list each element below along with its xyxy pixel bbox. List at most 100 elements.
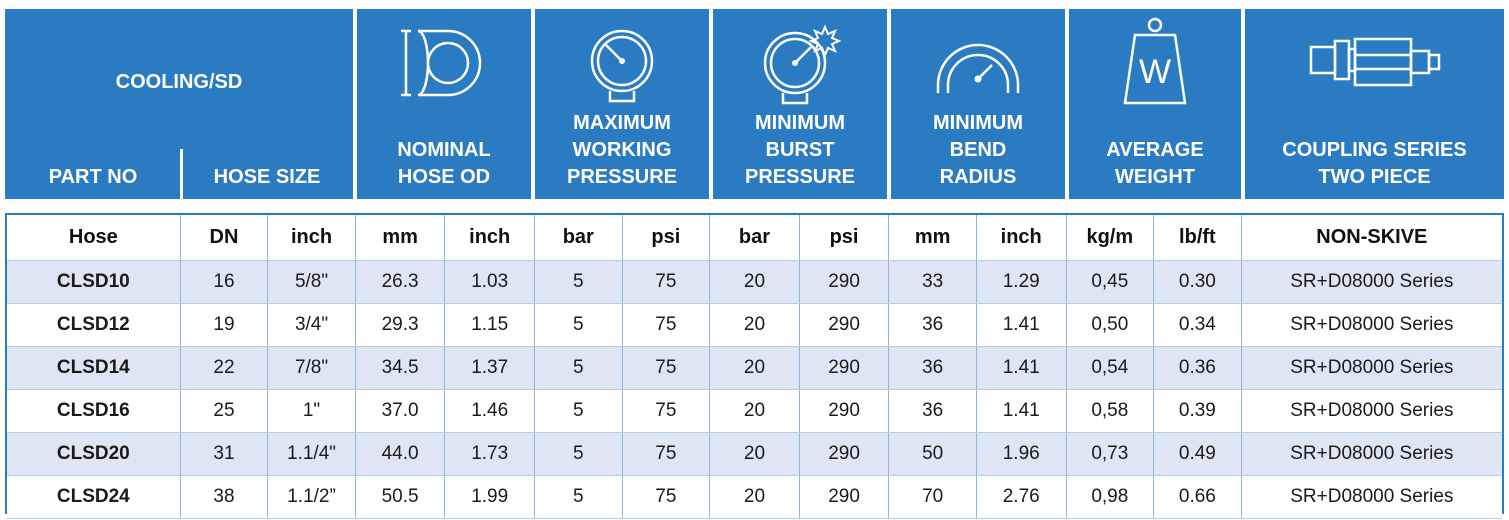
table-cell: 0,45: [1066, 260, 1155, 304]
header-coupling-label: COUPLING SERIES TWO PIECE: [1282, 139, 1467, 188]
table-cell: 36: [888, 389, 977, 433]
table-cell: 20: [709, 346, 800, 390]
coupling-icon: [1305, 35, 1445, 96]
column-header: DN: [180, 215, 269, 261]
column-header: bar: [534, 215, 623, 261]
table-row: CLSD24 38 1.1/2” 50.5 1.99 5 75 20 290 70 2.76 0,98…: [7, 475, 1502, 519]
table-cell: 22: [180, 346, 269, 390]
table-cell: 0.36: [1153, 346, 1242, 390]
table-cell: 75: [622, 432, 711, 476]
table-cell: 31: [180, 432, 269, 476]
table-cell: 0,50: [1066, 303, 1155, 347]
table-cell: 1.03: [444, 260, 535, 304]
weight-letter: W: [1139, 53, 1171, 91]
header-part-hose-block: COOLING/SD PART NO HOSE SIZE: [5, 9, 353, 199]
table-cell: 1.73: [444, 432, 535, 476]
table-cell: 70: [888, 475, 977, 519]
table-cell: 1": [267, 389, 356, 433]
header-nominal-od-block: NOMINAL HOSE OD: [357, 9, 531, 199]
table-cell: 290: [799, 432, 890, 476]
table-cell: 3/4": [267, 303, 356, 347]
table-cell: 0,98: [1066, 475, 1155, 519]
column-header: mm: [888, 215, 977, 261]
pressure-gauge-icon: [582, 23, 662, 112]
table-cell: 75: [622, 389, 711, 433]
table-row: CLSD12 19 3/4" 29.3 1.15 5 75 20 290 36 1.41 0,50 0.…: [7, 303, 1502, 347]
spec-table-frame: Hose DN inch mm inch bar psi bar psi mm …: [5, 213, 1504, 519]
table-cell: 38: [180, 475, 269, 519]
header-part-no: PART NO: [48, 166, 138, 188]
table-cell: 7/8": [267, 346, 356, 390]
table-cell: 290: [799, 346, 890, 390]
hose-od-icon: [396, 23, 492, 108]
header-avg-weight-block: W AVERAGE WEIGHT: [1069, 9, 1241, 199]
table-cell: 2.76: [976, 475, 1067, 519]
column-header: inch: [444, 215, 535, 261]
table-cell: SR+D08000 Series: [1241, 475, 1502, 519]
part-number-cell: CLSD12: [7, 303, 181, 347]
table-cell: SR+D08000 Series: [1241, 303, 1502, 347]
header-avg-weight-label: AVERAGE WEIGHT: [1106, 139, 1204, 188]
table-cell: 1.41: [976, 346, 1067, 390]
weight-icon: W: [1115, 15, 1195, 112]
table-cell: 5: [534, 475, 623, 519]
table-cell: 0,73: [1066, 432, 1155, 476]
table-cell: 5: [534, 303, 623, 347]
header-title: COOLING/SD: [115, 71, 243, 93]
table-cell: 75: [622, 260, 711, 304]
table-cell: 5: [534, 346, 623, 390]
part-number-cell: CLSD14: [7, 346, 181, 390]
table-cell: 44.0: [355, 432, 446, 476]
table-row: CLSD10 16 5/8" 26.3 1.03 5 75 20 290 33 1.29 0,45 0.…: [7, 260, 1502, 304]
table-header-row: Hose DN inch mm inch bar psi bar psi mm …: [7, 215, 1502, 261]
table-cell: 290: [799, 303, 890, 347]
table-cell: 36: [888, 346, 977, 390]
header-max-working-block: MAXIMUM WORKING PRESSURE: [535, 9, 709, 199]
table-cell: 26.3: [355, 260, 446, 304]
table-cell: 36: [888, 303, 977, 347]
table-cell: SR+D08000 Series: [1241, 389, 1502, 433]
column-header: NON-SKIVE: [1241, 215, 1502, 261]
table-cell: 1.15: [444, 303, 535, 347]
table-cell: 20: [709, 432, 800, 476]
column-header: psi: [799, 215, 890, 261]
column-header: bar: [709, 215, 800, 261]
table-cell: 1.41: [976, 303, 1067, 347]
table-cell: 0.34: [1153, 303, 1242, 347]
table-cell: SR+D08000 Series: [1241, 432, 1502, 476]
table-cell: 0.39: [1153, 389, 1242, 433]
table-cell: 0.49: [1153, 432, 1242, 476]
column-header: lb/ft: [1153, 215, 1242, 261]
column-header: psi: [622, 215, 711, 261]
table-row: CLSD16 25 1" 37.0 1.46 5 75 20 290 36 1.41 0,58 0.39…: [7, 389, 1502, 433]
table-cell: 290: [799, 260, 890, 304]
header-max-working-label: MAXIMUM WORKING PRESSURE: [566, 112, 678, 188]
table-cell: 29.3: [355, 303, 446, 347]
header-min-bend-label: MINIMUM BEND RADIUS: [933, 112, 1023, 188]
table-cell: 16: [180, 260, 269, 304]
table-cell: 1.96: [976, 432, 1067, 476]
table-cell: 1.1/4": [267, 432, 356, 476]
header-hose-size: HOSE SIZE: [213, 166, 321, 188]
header-min-burst-block: MINIMUM BURST PRESSURE: [713, 9, 887, 199]
table-cell: 0.30: [1153, 260, 1242, 304]
column-header: kg/m: [1066, 215, 1155, 261]
table-cell: 75: [622, 475, 711, 519]
table-cell: 20: [709, 475, 800, 519]
table-cell: 1.37: [444, 346, 535, 390]
table-row: CLSD20 31 1.1/4" 44.0 1.73 5 75 20 290 50 1.96 0,73…: [7, 432, 1502, 476]
table-cell: 50.5: [355, 475, 446, 519]
table-cell: 75: [622, 303, 711, 347]
table-cell: 20: [709, 303, 800, 347]
table-cell: SR+D08000 Series: [1241, 346, 1502, 390]
column-header: inch: [976, 215, 1067, 261]
table-cell: 5: [534, 389, 623, 433]
header-nominal-od-label: NOMINAL HOSE OD: [397, 139, 491, 188]
table-cell: 19: [180, 303, 269, 347]
table-cell: 1.41: [976, 389, 1067, 433]
table-cell: 0,58: [1066, 389, 1155, 433]
table-cell: 34.5: [355, 346, 446, 390]
table-cell: 1.46: [444, 389, 535, 433]
spec-table-body: Hose DN inch mm inch bar psi bar psi mm …: [7, 215, 1502, 519]
table-cell: 0.66: [1153, 475, 1242, 519]
